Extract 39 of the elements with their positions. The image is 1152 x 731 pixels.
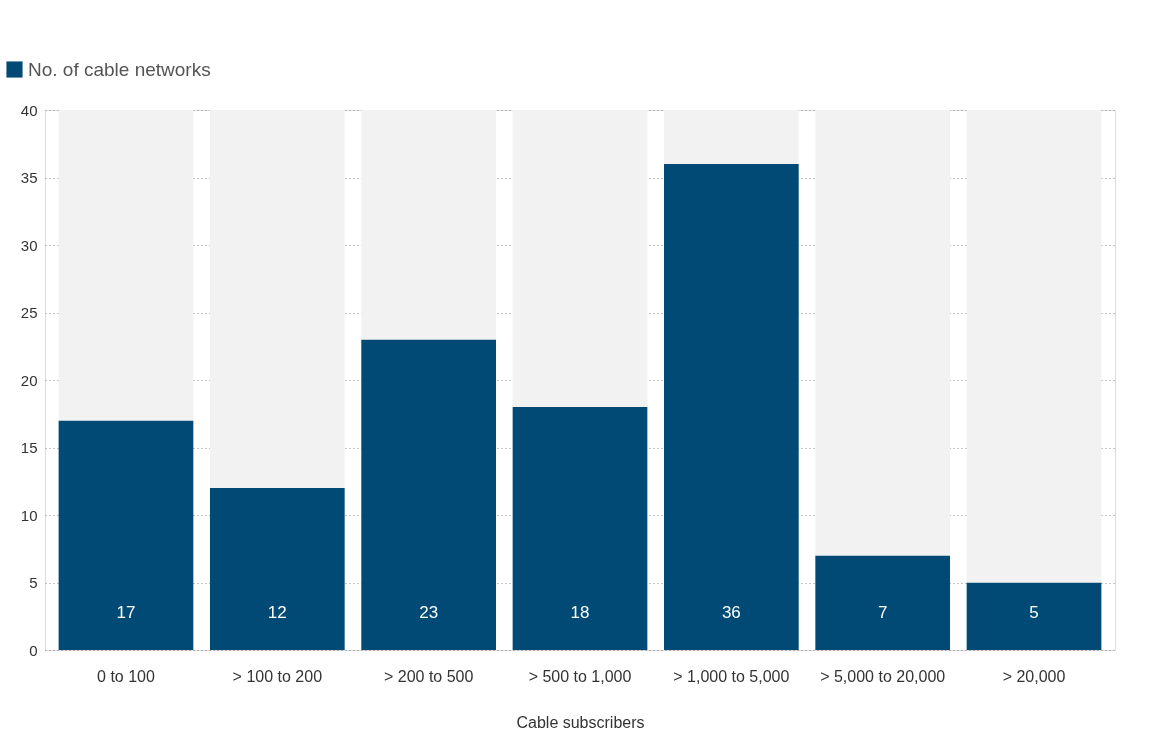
data-label: 18 xyxy=(570,603,590,622)
y-tick-label: 25 xyxy=(20,304,38,321)
bar xyxy=(664,164,799,650)
x-tick-label: > 20,000 xyxy=(1002,667,1066,685)
y-tick-label: 20 xyxy=(20,371,38,389)
y-tick-label: 5 xyxy=(29,574,38,591)
data-label: 36 xyxy=(721,603,741,622)
y-tick-label: 35 xyxy=(20,169,38,186)
bar xyxy=(512,110,648,407)
data-label: 23 xyxy=(419,603,439,622)
x-tick-label: > 1,000 to 5,000 xyxy=(673,667,790,685)
bar xyxy=(512,407,648,650)
x-tick-label: > 200 to 500 xyxy=(383,667,474,685)
x-tick-label: > 500 to 1,000 xyxy=(528,667,632,685)
bar xyxy=(815,555,951,650)
legend-label: No. of cable networks xyxy=(28,58,211,80)
bar xyxy=(58,420,194,650)
bar xyxy=(361,110,496,340)
x-tick-label: > 5,000 to 20,000 xyxy=(820,667,946,685)
x-tick-label: > 100 to 200 xyxy=(232,667,323,685)
x-tick-label: 0 to 100 xyxy=(97,667,155,685)
y-tick-label: 30 xyxy=(20,236,38,254)
bar xyxy=(58,110,194,421)
y-tick-label: 15 xyxy=(20,439,38,456)
data-label: 7 xyxy=(877,603,888,622)
bar xyxy=(966,110,1102,583)
bar xyxy=(815,110,951,556)
bar xyxy=(209,110,345,488)
bar xyxy=(664,110,799,164)
bar xyxy=(361,339,496,650)
data-label: 12 xyxy=(267,603,287,622)
bar xyxy=(966,582,1102,650)
y-tick-label: 10 xyxy=(20,506,38,524)
y-tick-label: 0 xyxy=(29,641,38,659)
x-axis-title: Cable subscribers xyxy=(516,713,645,731)
data-label: 5 xyxy=(1029,603,1039,622)
data-label: 17 xyxy=(116,603,136,622)
bar xyxy=(209,488,345,650)
y-tick-label: 40 xyxy=(20,101,38,119)
